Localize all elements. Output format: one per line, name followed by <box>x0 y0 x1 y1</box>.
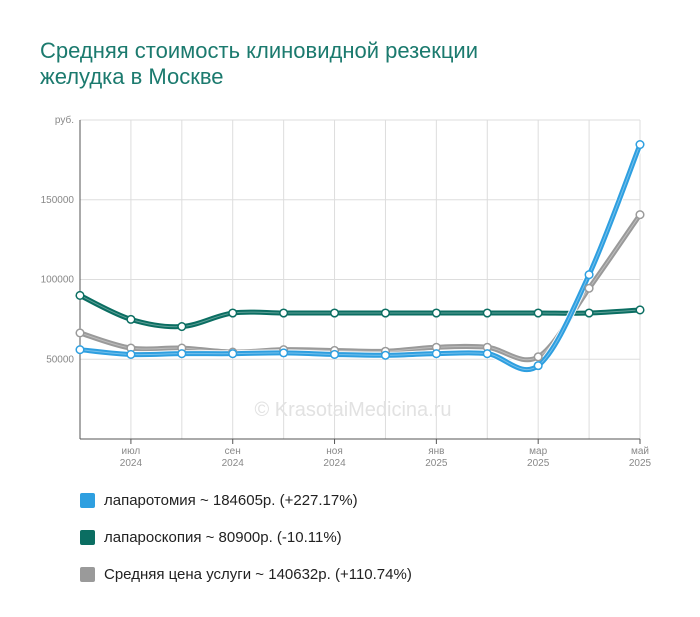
legend-swatch-laparoscopy <box>80 529 95 545</box>
watermark: © KrasotaiMedicina.ru <box>254 399 451 421</box>
data-point-series-0-0[interactable] <box>75 345 85 355</box>
x-tick-label-year: 2024 <box>323 458 346 469</box>
x-tick-label-month: сен <box>225 446 241 457</box>
legend-label-average-price: Средняя цена услуги ~ 140632р. (+110.74%… <box>104 565 412 583</box>
x-tick-label-month: май <box>631 446 649 457</box>
data-point-series-2-0[interactable] <box>75 328 85 338</box>
data-point-series-0-2[interactable] <box>177 349 187 359</box>
data-point-series-1-1[interactable] <box>126 314 136 324</box>
data-point-series-1-2[interactable] <box>177 322 187 332</box>
chart-title-line-2: желудка в Москве <box>40 64 224 89</box>
data-point-series-1-3[interactable] <box>228 308 238 318</box>
data-point-series-2-10[interactable] <box>584 283 594 293</box>
legend-label-laparotomy: лапаротомия ~ 184605р. (+227.17%) <box>104 491 358 509</box>
legend-item-laparotomy[interactable]: лапаротомия ~ 184605р. (+227.17%) <box>80 488 412 512</box>
x-tick-label-year: 2024 <box>120 458 143 469</box>
legend-swatch-laparotomy <box>80 492 95 508</box>
data-point-series-0-3[interactable] <box>228 349 238 359</box>
legend-item-laparoscopy[interactable]: лапароскопия ~ 80900р. (-10.11%) <box>80 525 412 549</box>
chart-title: Средняя стоимость клиновидной резекции ж… <box>40 38 600 90</box>
y-tick-label: 150000 <box>41 195 75 206</box>
data-point-series-0-9[interactable] <box>533 361 543 371</box>
x-tick-label-month: мар <box>529 446 547 457</box>
series-lines <box>76 141 644 374</box>
x-tick-label-month: июл <box>122 446 141 457</box>
data-point-series-0-7[interactable] <box>431 349 441 359</box>
data-point-series-0-5[interactable] <box>329 349 340 360</box>
x-tick-label-year: 2025 <box>425 458 448 469</box>
data-point-series-0-11[interactable] <box>635 140 645 150</box>
line-chart: © KrasotaiMedicina.ru 50000100000150000р… <box>41 114 652 469</box>
series-points <box>75 140 645 371</box>
x-tick-label-month: янв <box>428 446 444 457</box>
chart-title-line-1: Средняя стоимость клиновидной резекции <box>40 38 479 63</box>
axes: 50000100000150000руб.июл2024сен2024ноя20… <box>41 114 652 469</box>
data-point-series-2-9[interactable] <box>533 352 543 362</box>
legend-swatch-average-price <box>80 566 95 582</box>
data-point-series-0-4[interactable] <box>279 348 289 358</box>
data-point-series-0-6[interactable] <box>380 350 391 360</box>
data-point-series-2-11[interactable] <box>635 210 645 220</box>
legend: лапаротомия ~ 184605р. (+227.17%) лапаро… <box>80 488 412 599</box>
data-point-series-1-5[interactable] <box>329 308 340 318</box>
y-tick-label: 50000 <box>46 354 74 365</box>
data-point-series-1-11[interactable] <box>635 305 645 315</box>
y-tick-label: 100000 <box>41 275 75 286</box>
series-line-1 <box>77 292 643 330</box>
x-tick-label-year: 2024 <box>222 458 245 469</box>
data-point-series-1-6[interactable] <box>380 308 391 318</box>
data-point-series-1-9[interactable] <box>533 308 543 318</box>
legend-label-laparoscopy: лапароскопия ~ 80900р. (-10.11%) <box>104 528 342 546</box>
data-point-series-1-0[interactable] <box>75 290 85 301</box>
data-point-series-0-1[interactable] <box>126 349 136 360</box>
data-point-series-0-10[interactable] <box>584 270 594 280</box>
data-point-series-1-8[interactable] <box>482 308 492 318</box>
data-point-series-1-4[interactable] <box>279 308 289 318</box>
data-point-series-0-8[interactable] <box>482 349 492 359</box>
legend-item-average-price[interactable]: Средняя цена услуги ~ 140632р. (+110.74%… <box>80 562 412 586</box>
data-point-series-1-7[interactable] <box>431 308 441 318</box>
x-tick-label-year: 2025 <box>527 458 550 469</box>
data-point-series-1-10[interactable] <box>584 308 594 318</box>
x-tick-label-year: 2025 <box>629 458 652 469</box>
grid <box>80 119 641 439</box>
x-tick-label-month: ноя <box>326 446 343 457</box>
y-axis-label: руб. <box>55 114 74 126</box>
